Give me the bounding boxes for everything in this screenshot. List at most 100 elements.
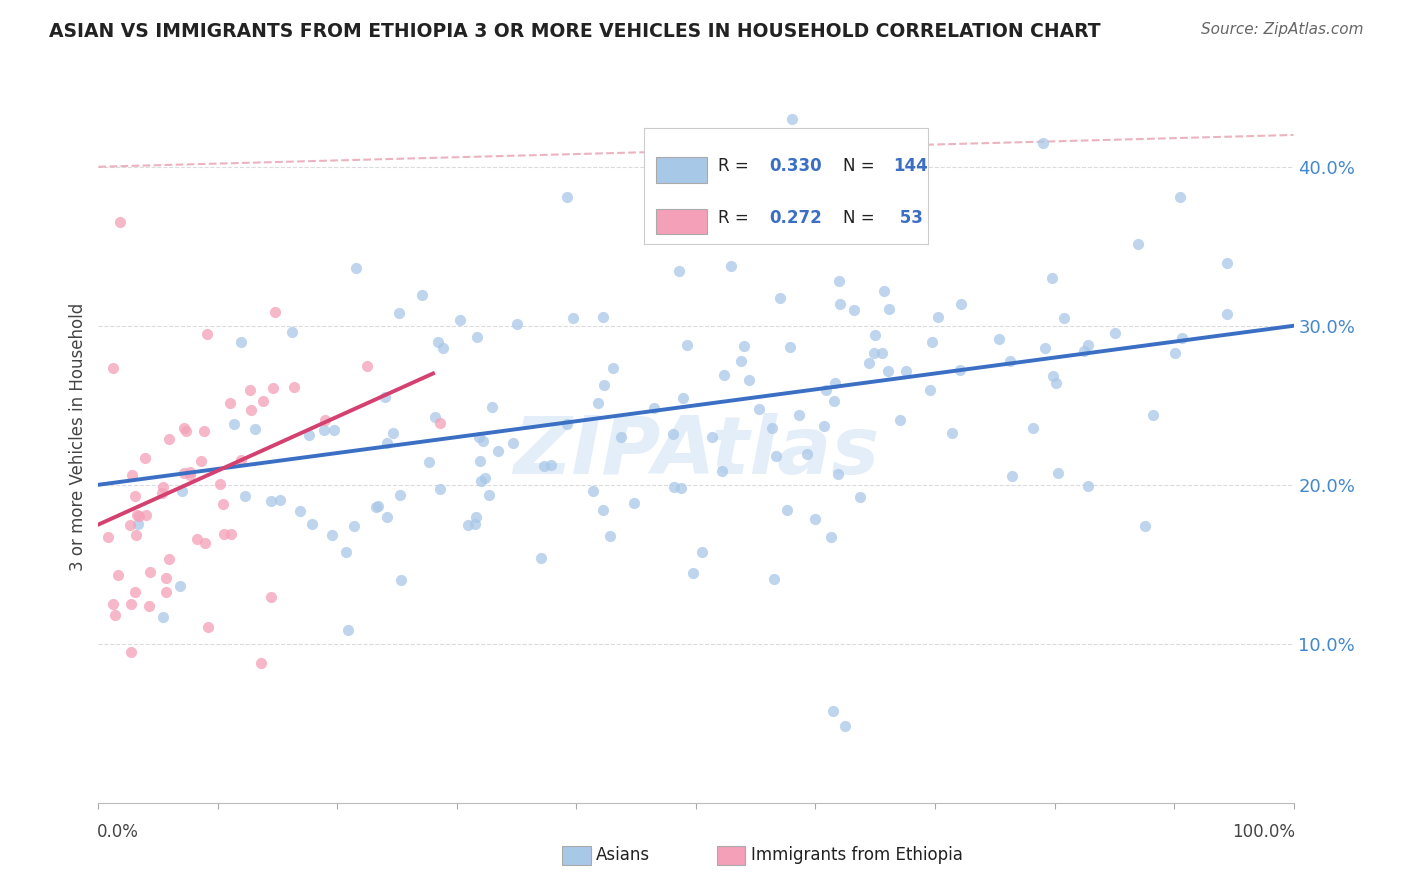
Point bbox=[676, 190, 699, 204]
Text: R =: R = bbox=[718, 157, 754, 175]
Point bbox=[262, 381, 284, 395]
Point bbox=[231, 453, 253, 467]
Point bbox=[748, 401, 770, 416]
Point bbox=[174, 424, 197, 438]
Point bbox=[804, 512, 827, 526]
Point bbox=[366, 500, 388, 514]
Point bbox=[457, 517, 479, 532]
Point bbox=[312, 423, 335, 437]
Point bbox=[555, 189, 578, 203]
Point bbox=[668, 264, 690, 278]
Point bbox=[423, 409, 446, 424]
Point bbox=[212, 526, 235, 541]
Point bbox=[375, 510, 398, 524]
Point bbox=[356, 359, 378, 373]
Point bbox=[208, 476, 231, 491]
Text: N =: N = bbox=[842, 157, 880, 175]
Point bbox=[120, 645, 142, 659]
Point bbox=[664, 480, 686, 494]
Point bbox=[212, 497, 235, 511]
Point bbox=[588, 396, 610, 410]
Point bbox=[690, 545, 713, 559]
Point bbox=[411, 287, 433, 301]
Point bbox=[260, 590, 283, 604]
Point bbox=[676, 337, 699, 351]
Text: 0.330: 0.330 bbox=[769, 157, 821, 175]
Point bbox=[343, 519, 366, 533]
Point bbox=[765, 449, 787, 463]
Point bbox=[834, 719, 856, 733]
Point bbox=[1133, 519, 1156, 533]
Point bbox=[592, 310, 614, 324]
Point bbox=[281, 325, 304, 339]
Point bbox=[486, 444, 509, 458]
Point bbox=[561, 311, 583, 326]
Point bbox=[848, 490, 870, 504]
Point bbox=[128, 508, 150, 523]
Point bbox=[720, 259, 742, 273]
Point bbox=[592, 503, 614, 517]
Point bbox=[669, 481, 692, 495]
Point bbox=[429, 416, 451, 430]
Point bbox=[738, 373, 761, 387]
Point bbox=[820, 530, 842, 544]
Point bbox=[155, 571, 177, 585]
Point bbox=[243, 422, 266, 436]
Point bbox=[1001, 469, 1024, 483]
Point bbox=[823, 704, 845, 718]
Point bbox=[193, 424, 215, 438]
Point bbox=[194, 536, 217, 550]
Point bbox=[388, 488, 411, 502]
Point bbox=[1032, 136, 1054, 150]
Text: ASIAN VS IMMIGRANTS FROM ETHIOPIA 3 OR MORE VEHICLES IN HOUSEHOLD CORRELATION CH: ASIAN VS IMMIGRANTS FROM ETHIOPIA 3 OR M… bbox=[49, 22, 1101, 41]
Point bbox=[121, 468, 143, 483]
Point bbox=[197, 620, 219, 634]
Point bbox=[873, 284, 896, 298]
Point bbox=[1033, 341, 1056, 355]
Text: ZIPAtlas: ZIPAtlas bbox=[513, 413, 879, 491]
Bar bbox=[655, 157, 707, 183]
Point bbox=[844, 302, 866, 317]
Point bbox=[138, 565, 160, 579]
Point bbox=[1216, 307, 1239, 321]
Point bbox=[643, 401, 665, 415]
Point bbox=[877, 364, 900, 378]
Point bbox=[190, 454, 212, 468]
Point bbox=[896, 364, 918, 378]
Point bbox=[533, 458, 555, 473]
Point bbox=[998, 354, 1021, 368]
Point bbox=[283, 380, 305, 394]
Point bbox=[1142, 409, 1164, 423]
Point bbox=[465, 330, 488, 344]
Point bbox=[599, 529, 621, 543]
Point bbox=[1171, 330, 1194, 344]
Point bbox=[252, 393, 274, 408]
Point bbox=[529, 551, 551, 566]
Point bbox=[702, 430, 724, 444]
Point bbox=[823, 394, 845, 409]
Point bbox=[827, 467, 849, 481]
Point bbox=[858, 356, 880, 370]
Point bbox=[195, 326, 218, 341]
Point bbox=[711, 464, 734, 478]
Point bbox=[468, 454, 491, 468]
Point bbox=[381, 426, 404, 441]
Point bbox=[540, 458, 562, 473]
Point bbox=[671, 392, 693, 406]
Point bbox=[1104, 326, 1126, 341]
Point bbox=[1077, 479, 1099, 493]
Text: 100.0%: 100.0% bbox=[1232, 823, 1295, 841]
Point bbox=[375, 436, 398, 450]
Point bbox=[1040, 271, 1063, 285]
Point bbox=[464, 516, 486, 531]
Point bbox=[1021, 421, 1043, 435]
Point bbox=[388, 306, 411, 320]
Point bbox=[814, 383, 837, 397]
Point bbox=[682, 566, 704, 581]
Point bbox=[1042, 368, 1064, 383]
Point bbox=[481, 400, 503, 414]
Point bbox=[1077, 338, 1099, 352]
Point bbox=[240, 403, 263, 417]
Point bbox=[478, 488, 501, 502]
Point bbox=[623, 496, 645, 510]
